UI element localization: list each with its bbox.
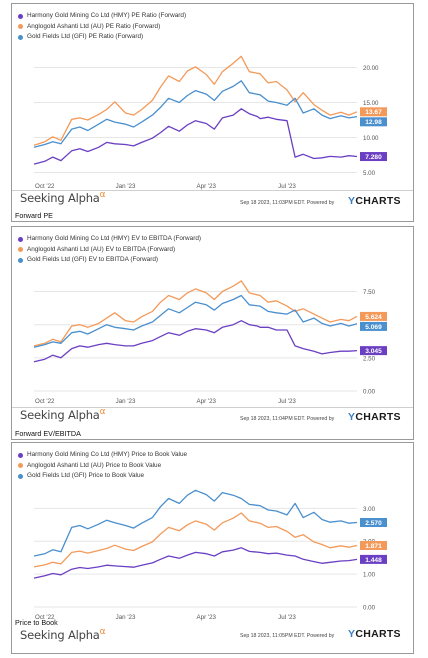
legend-dot-icon — [18, 257, 23, 263]
legend: Harmony Gold Mining Co Ltd (HMY) Price t… — [18, 450, 187, 482]
end-value-label: 1.448 — [365, 557, 382, 564]
x-tick-label: Apr '23 — [197, 183, 217, 190]
legend-item-hmy: Harmony Gold Mining Co Ltd (HMY) EV to E… — [18, 234, 201, 245]
end-value-label: 13.67 — [365, 109, 382, 116]
end-value-label: 2.570 — [365, 520, 382, 527]
seeking-alpha-logo: Seeking Alphaα — [20, 190, 106, 205]
end-value-label: 12.98 — [365, 119, 382, 126]
x-tick-label: Jul '23 — [278, 183, 296, 190]
y-tick-label: 0.00 — [363, 605, 376, 612]
end-value-label: 1.871 — [365, 543, 382, 550]
legend-dot-icon — [18, 452, 23, 458]
legend-item-gfi: Gold Fields Ltd (GFI) EV to EBITDA (Forw… — [18, 255, 201, 266]
legend-label: Harmony Gold Mining Co Ltd (HMY) EV to E… — [27, 235, 202, 242]
legend-label: Anglogold Ashanti Ltd (AU) PE Ratio (For… — [27, 22, 161, 30]
end-value-badge — [360, 311, 387, 321]
end-value-badge — [360, 321, 387, 331]
end-value-badge — [360, 518, 387, 528]
legend-item-gfi: Gold Fields Ltd (GFI) Price to Book Valu… — [18, 471, 187, 482]
legend-label: Gold Fields Ltd (GFI) EV to EBITDA (Forw… — [27, 256, 159, 263]
footer-divider — [12, 190, 413, 191]
end-value-badge — [360, 152, 387, 162]
legend-dot-icon — [18, 24, 23, 30]
x-tick-label: Jul '23 — [278, 398, 296, 405]
timestamp: Sep 18 2023, 11:04PM EDT. Powered by — [240, 416, 335, 422]
end-value-badge — [360, 346, 387, 356]
x-tick-label: Jan '23 — [116, 398, 136, 405]
chart-panel-ev-ebitda: Harmony Gold Mining Co Ltd (HMY) EV to E… — [11, 226, 414, 440]
chart-caption: Forward PE — [15, 211, 53, 220]
legend-item-gfi: Gold Fields Ltd (GFI) PE Ratio (Forward) — [18, 32, 186, 43]
chart-panel-pe: Harmony Gold Mining Co Ltd (HMY) PE Rati… — [11, 3, 414, 222]
series-line-au — [33, 280, 358, 347]
y-tick-label: 20.00 — [363, 65, 379, 72]
x-tick-label: Jul '23 — [278, 614, 296, 621]
end-value-badge — [360, 117, 387, 127]
series-line-hmy — [33, 108, 358, 165]
legend: Harmony Gold Mining Co Ltd (HMY) EV to E… — [18, 234, 201, 266]
chart-caption: Price to Book — [15, 618, 58, 627]
ycharts-logo: YCHARTS — [348, 195, 401, 207]
series-line-gfi — [33, 489, 358, 557]
series-line-hmy — [33, 320, 358, 363]
legend-dot-icon — [18, 247, 23, 253]
series-line-gfi — [33, 80, 358, 148]
x-tick-label: Apr '23 — [197, 398, 217, 405]
legend-label: Gold Fields Ltd (GFI) Price to Book Valu… — [27, 472, 145, 479]
end-value-badge — [360, 554, 387, 564]
x-tick-label: Oct '22 — [35, 183, 55, 190]
y-tick-label: 5.00 — [363, 170, 376, 177]
y-tick-label: 10.00 — [363, 135, 379, 142]
plot-area: 5.00 10.00 15.00 20.00 Oct '22 Jan '23 Apr '23… — [33, 55, 387, 190]
legend-label: Harmony Gold Mining Co Ltd (HMY) Price t… — [27, 451, 188, 458]
legend: Harmony Gold Mining Co Ltd (HMY) PE Rati… — [18, 11, 186, 43]
footer-divider — [12, 407, 413, 408]
legend-label: Anglogold Ashanti Ltd (AU) EV to EBITDA … — [27, 245, 176, 253]
x-tick-label: Oct '22 — [35, 614, 55, 621]
legend-item-au: Anglogold Ashanti Ltd (AU) EV to EBITDA … — [18, 245, 201, 256]
end-value-badge — [360, 107, 387, 117]
timestamp: Sep 18 2023, 11:05PM EDT. Powered by — [240, 633, 335, 639]
end-value-label: 7.280 — [365, 154, 382, 161]
timestamp: Sep 18 2023, 11:03PM EDT. Powered by — [240, 200, 335, 206]
legend-item-au: Anglogold Ashanti Ltd (AU) PE Ratio (For… — [18, 22, 186, 33]
legend-label: Gold Fields Ltd (GFI) PE Ratio (Forward) — [27, 33, 144, 40]
ycharts-logo: YCHARTS — [348, 411, 401, 423]
end-value-label: 5.069 — [365, 324, 382, 331]
legend-dot-icon — [18, 463, 23, 469]
series-line-au — [33, 55, 358, 146]
x-tick-label: Jan '23 — [116, 614, 136, 621]
series-line-au — [33, 512, 358, 568]
ycharts-logo: YCHARTS — [348, 628, 401, 640]
y-tick-label: 2.50 — [363, 355, 376, 362]
legend-dot-icon — [18, 13, 23, 19]
chart-caption: Forward EV/EBITDA — [15, 429, 81, 438]
x-tick-label: Apr '23 — [197, 614, 217, 621]
end-value-label: 3.045 — [365, 348, 382, 355]
legend-item-au: Anglogold Ashanti Ltd (AU) Price to Book… — [18, 461, 187, 472]
legend-item-hmy: Harmony Gold Mining Co Ltd (HMY) Price t… — [18, 450, 187, 461]
y-tick-label: 7.50 — [363, 289, 376, 296]
y-tick-label: 1.00 — [363, 572, 376, 579]
x-tick-label: Oct '22 — [35, 398, 55, 405]
chart-panel-price-to-book: Harmony Gold Mining Co Ltd (HMY) Price t… — [11, 442, 414, 654]
legend-label: Anglogold Ashanti Ltd (AU) Price to Book… — [27, 461, 162, 469]
legend-dot-icon — [18, 473, 23, 479]
x-tick-label: Jan '23 — [116, 183, 136, 190]
seeking-alpha-logo: Seeking Alphaα — [20, 627, 106, 642]
seeking-alpha-logo: Seeking Alphaα — [20, 407, 106, 422]
end-value-label: 5.624 — [365, 314, 382, 321]
series-line-hmy — [33, 547, 358, 579]
legend-item-hmy: Harmony Gold Mining Co Ltd (HMY) PE Rati… — [18, 11, 186, 22]
y-tick-label: 0.00 — [363, 389, 376, 396]
end-value-badge — [360, 540, 387, 550]
y-tick-label: 15.00 — [363, 100, 379, 107]
y-tick-label: 3.00 — [363, 506, 376, 513]
legend-dot-icon — [18, 34, 23, 40]
legend-dot-icon — [18, 236, 23, 242]
series-line-gfi — [33, 294, 358, 348]
legend-label: Harmony Gold Mining Co Ltd (HMY) PE Rati… — [27, 12, 187, 19]
